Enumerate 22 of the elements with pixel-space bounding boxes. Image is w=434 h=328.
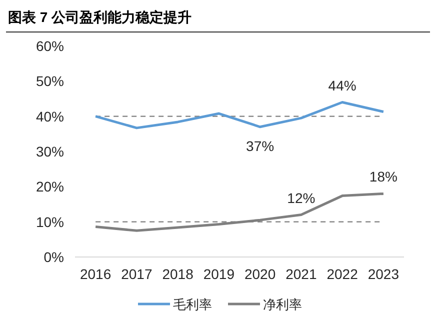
x-tick-label: 2017: [121, 266, 152, 282]
y-tick-label: 0%: [44, 249, 64, 265]
data-label: 37%: [246, 138, 274, 154]
y-tick-label: 20%: [36, 178, 64, 195]
data-label: 44%: [328, 77, 356, 94]
legend-label: 净利率: [263, 297, 302, 312]
x-tick-label: 2023: [368, 266, 400, 282]
x-tick-label: 2020: [244, 266, 276, 282]
y-tick-label: 10%: [36, 214, 64, 230]
y-tick-label: 30%: [36, 144, 64, 160]
y-tick-label: 60%: [36, 38, 64, 54]
x-tick-label: 2021: [286, 266, 317, 282]
title: 图表 7 公司盈利能力稳定提升: [8, 9, 192, 25]
data-label: 18%: [369, 168, 398, 185]
x-tick-label: 2016: [80, 266, 112, 282]
legend-label: 毛利率: [173, 297, 212, 312]
x-tick-label: 2018: [162, 266, 194, 282]
y-tick-label: 40%: [36, 108, 64, 124]
y-tick-label: 50%: [36, 73, 64, 90]
x-tick-label: 2022: [326, 266, 358, 282]
data-label: 12%: [287, 190, 316, 206]
x-tick-label: 2019: [203, 266, 235, 282]
